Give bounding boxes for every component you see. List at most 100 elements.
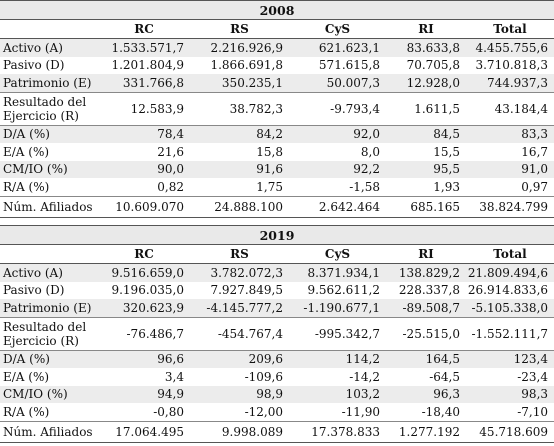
row-label: Patrimonio (E) [0, 74, 98, 93]
header-cys: CyS [289, 19, 386, 39]
table-cell: -1.552.111,7 [466, 317, 554, 351]
table-cell: 43.184,4 [466, 92, 554, 126]
table-cell: 1.533.571,7 [98, 38, 190, 57]
table-cell: 9.562.611,2 [307, 283, 380, 298]
table-cell: 98,9 [190, 385, 289, 403]
table-body: Activo (A) 1.533.571,7 2.216.926,9 621.623,… [0, 38, 554, 218]
column-header-row: RC RS CyS RI Total [0, 244, 554, 264]
row-label: E/A (%) [3, 144, 50, 159]
table-cell: 0,97 [466, 178, 554, 197]
table-cell: 90,0 [98, 160, 190, 178]
year-heading: 2008 [0, 0, 554, 20]
table-cell: 2.642.464 [289, 196, 386, 218]
row-label: D/A (%) [0, 350, 98, 368]
row-label: Activo (A) [0, 38, 98, 57]
row-label: CM/IO (%) [0, 160, 98, 178]
table-cell: 9.516.659,0 [98, 263, 190, 282]
table-cell: 8,0 [360, 144, 380, 159]
table-row: Patrimonio (E) 331.766,8 350.235,1 50.007,3… [0, 74, 554, 93]
table-cell: -454.767,4 [190, 317, 289, 351]
table-row: D/A (%) 78,4 84,2 92,0 84,5 83,3 [0, 125, 554, 143]
table-cell: 96,3 [386, 385, 466, 403]
header-cys: CyS [289, 244, 386, 264]
header-blank [0, 244, 98, 264]
table-cell: -64,5 [429, 369, 460, 384]
table-cell: 228.337,8 [398, 283, 460, 298]
table-cell: 9.196.035,0 [111, 283, 184, 298]
table-cell: -995.342,7 [289, 317, 386, 351]
table-cell: 16,7 [521, 144, 549, 159]
table-cell: 7.927.849,5 [210, 283, 283, 298]
table-cell: 123,4 [466, 350, 554, 368]
table-cell: 1.866.691,8 [210, 58, 283, 73]
header-rs: RS [190, 19, 289, 39]
row-label: D/A (%) [0, 125, 98, 143]
table-cell: -7,10 [466, 403, 554, 422]
table-cell: 83.633,8 [386, 38, 466, 57]
table-row: Núm. Afiliados 17.064.495 9.998.089 17.378.… [0, 421, 554, 443]
table-cell: 78,4 [98, 125, 190, 143]
table-cell: 4.455.755,6 [466, 38, 554, 57]
table-cell: 0,82 [98, 178, 190, 197]
year-heading: 2019 [0, 225, 554, 245]
row-label: Resultado del Ejercicio (R) [0, 92, 98, 126]
table-cell: 1,93 [386, 178, 466, 197]
column-header-row: RC RS CyS RI Total [0, 19, 554, 39]
header-ri: RI [386, 244, 466, 264]
table-cell: 1,75 [190, 178, 289, 197]
table-cell: 744.937,3 [466, 74, 554, 93]
table-row: CM/IO (%) 90,0 91,6 92,2 95,5 91,0 [0, 160, 554, 178]
table-row: CM/IO (%) 94,9 98,9 103,2 96,3 98,3 [0, 385, 554, 403]
table-cell: -109,6 [244, 369, 283, 384]
table-cell: -9.793,4 [289, 92, 386, 126]
table-cell: 45.718.609 [466, 421, 554, 443]
table-cell: -1.190.677,1 [289, 299, 386, 318]
table-cell: 38.824.799 [466, 196, 554, 218]
table-cell: 21.809.494,6 [466, 263, 554, 282]
table-cell: 685.165 [386, 196, 466, 218]
table-cell: 1.611,5 [386, 92, 466, 126]
table-cell: 10.609.070 [98, 196, 190, 218]
table-cell: -23,4 [517, 369, 549, 384]
row-label: Núm. Afiliados [0, 196, 98, 218]
table-cell: 15,5 [433, 144, 460, 159]
table-cell: 1.201.804,9 [111, 58, 184, 73]
table-cell: -25.515,0 [386, 317, 466, 351]
table-cell: 3.710.818,3 [475, 58, 549, 73]
table-cell: 164,5 [386, 350, 466, 368]
row-label: CM/IO (%) [0, 385, 98, 403]
table-cell: 114,2 [289, 350, 386, 368]
table-row: Pasivo (D) 1.201.804,9 1.866.691,8 571.615,… [0, 57, 554, 75]
table-cell: 2.216.926,9 [190, 38, 289, 57]
table-cell: 621.623,1 [289, 38, 386, 57]
table-cell: -11,90 [289, 403, 386, 422]
table-cell: 92,0 [289, 125, 386, 143]
table-cell: 3,4 [164, 369, 184, 384]
table-cell: 95,5 [386, 160, 466, 178]
table-cell: 3.782.072,3 [190, 263, 289, 282]
header-ri: RI [386, 19, 466, 39]
table-cell: 9.998.089 [190, 421, 289, 443]
table-cell: 50.007,3 [289, 74, 386, 93]
table-cell: 70.705,8 [406, 58, 460, 73]
table-cell: 94,9 [98, 385, 190, 403]
table-cell: 350.235,1 [190, 74, 289, 93]
table-cell: 83,3 [466, 125, 554, 143]
table-cell: -89.508,7 [386, 299, 466, 318]
table-2008: 2008 RC RS CyS RI Total Activo (A) 1.533.… [0, 0, 554, 218]
table-cell: 84,2 [190, 125, 289, 143]
table-body: Activo (A) 9.516.659,0 3.782.072,3 8.371.93… [0, 263, 554, 443]
table-cell: -1,58 [289, 178, 386, 197]
row-label: R/A (%) [0, 178, 98, 197]
table-cell: 571.615,8 [318, 58, 380, 73]
table-row: Resultado del Ejercicio (R) 12.583,9 38.78… [0, 92, 554, 126]
table-row: Activo (A) 9.516.659,0 3.782.072,3 8.371.93… [0, 263, 554, 282]
table-cell: 12.583,9 [98, 92, 190, 126]
table-row: E/A (%) 21,6 15,8 8,0 15,5 16,7 [0, 143, 554, 161]
row-label: R/A (%) [0, 403, 98, 422]
table-cell: 320.623,9 [98, 299, 190, 318]
table-cell: 209,6 [190, 350, 289, 368]
table-cell: -18,40 [386, 403, 466, 422]
table-cell: 8.371.934,1 [289, 263, 386, 282]
